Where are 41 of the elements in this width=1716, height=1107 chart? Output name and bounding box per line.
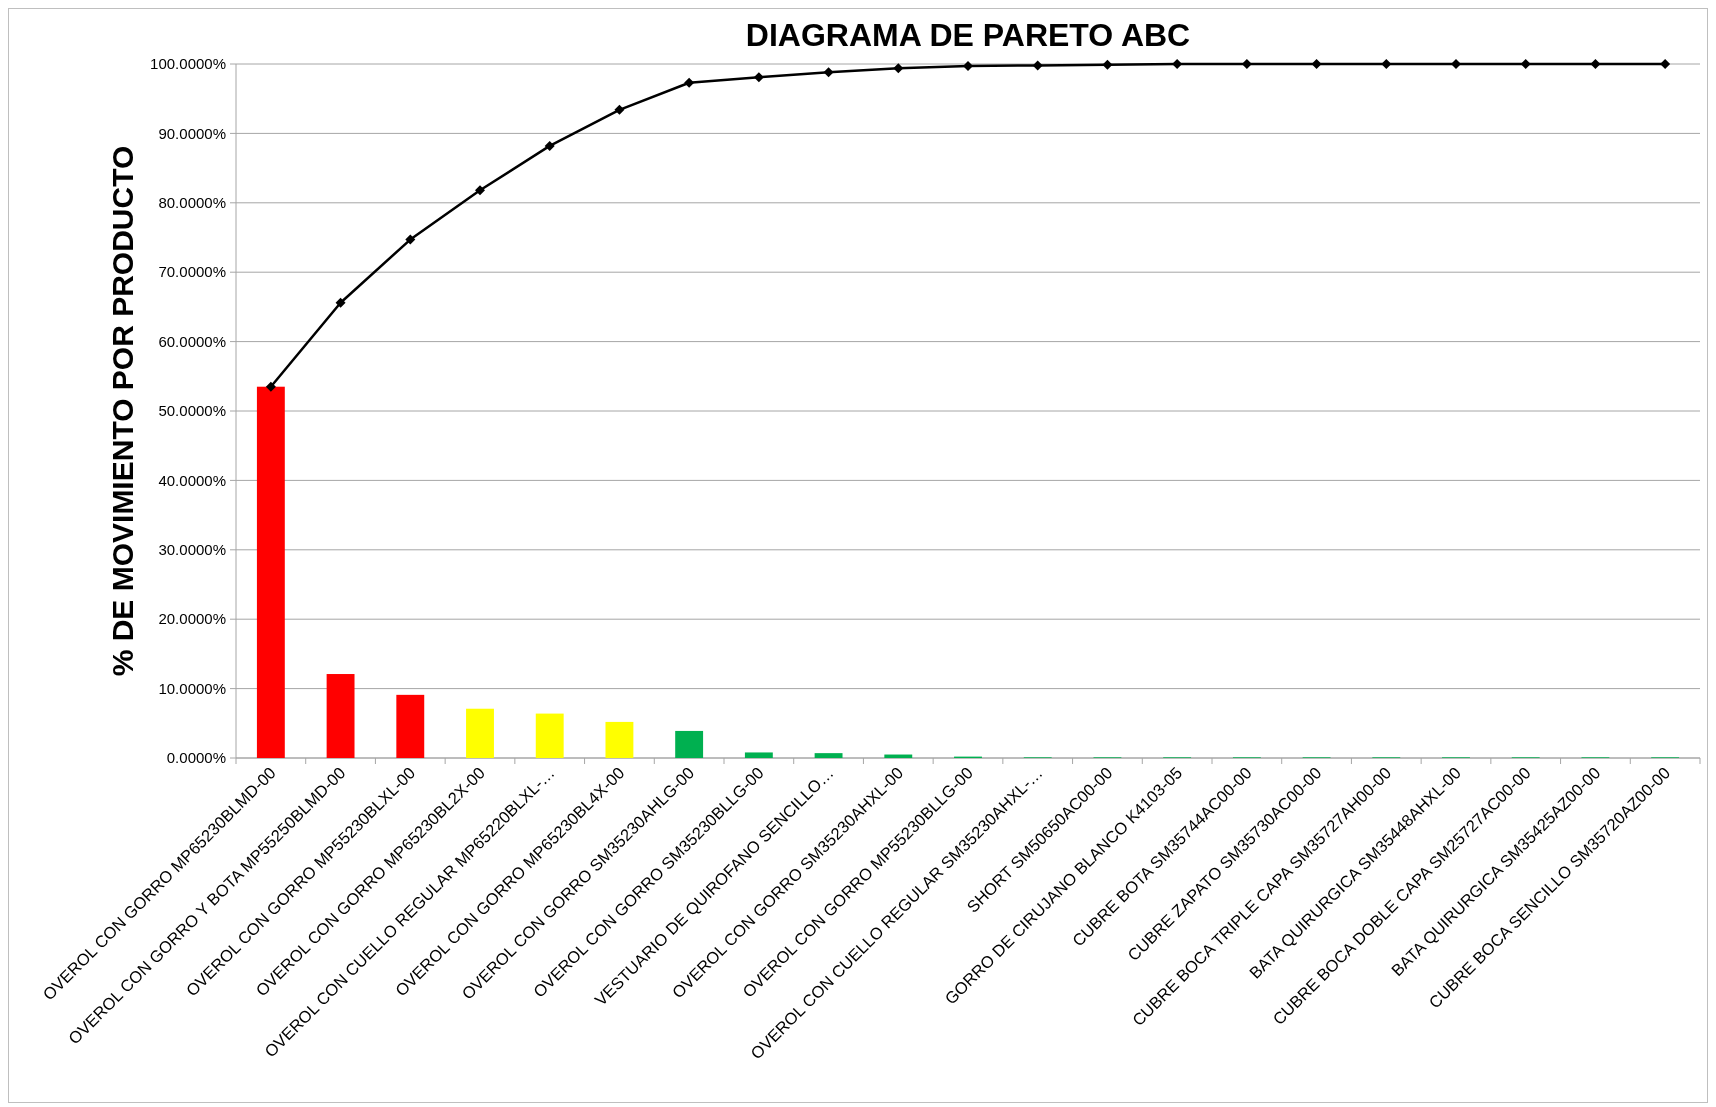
point [1590,59,1601,69]
point [335,297,346,308]
point [544,140,555,151]
point [614,104,625,115]
point [1451,59,1461,69]
point [753,72,764,83]
y-axis-title: % DE MOVIMIENTO POR PRODUCTO [106,145,139,677]
y-tick-label: 50.0000% [158,402,226,420]
bar [466,708,494,758]
y-tick-label: 30.0000% [158,541,226,559]
chart-title: DIAGRAMA DE PARETO ABC [745,17,1191,53]
point [1660,59,1671,69]
y-tick-label: 60.0000% [158,332,226,350]
bar [605,721,634,758]
bar [814,753,843,758]
point [823,67,834,78]
bar [675,730,704,758]
bar [535,713,564,758]
point [1520,59,1531,69]
y-tick-label: 70.0000% [158,263,226,281]
point [1102,59,1113,70]
bar [396,694,425,758]
point [475,185,485,196]
point [1032,60,1043,71]
point [893,63,904,74]
y-tick-label: 10.0000% [158,679,226,697]
y-tick-label: 0.0000% [166,749,226,767]
y-tick-label: 80.0000% [158,194,226,212]
bar [256,386,285,758]
point [1381,59,1392,69]
y-tick-label: 20.0000% [158,610,226,628]
y-tick-label: 100.0000% [150,55,226,73]
y-tick-label: 90.0000% [158,124,226,142]
y-tick-label: 40.0000% [158,471,226,489]
point [265,381,276,392]
point [684,77,695,88]
bar [326,674,355,758]
point [405,234,416,245]
point [963,61,973,72]
point [1311,59,1322,69]
bar [744,752,773,758]
